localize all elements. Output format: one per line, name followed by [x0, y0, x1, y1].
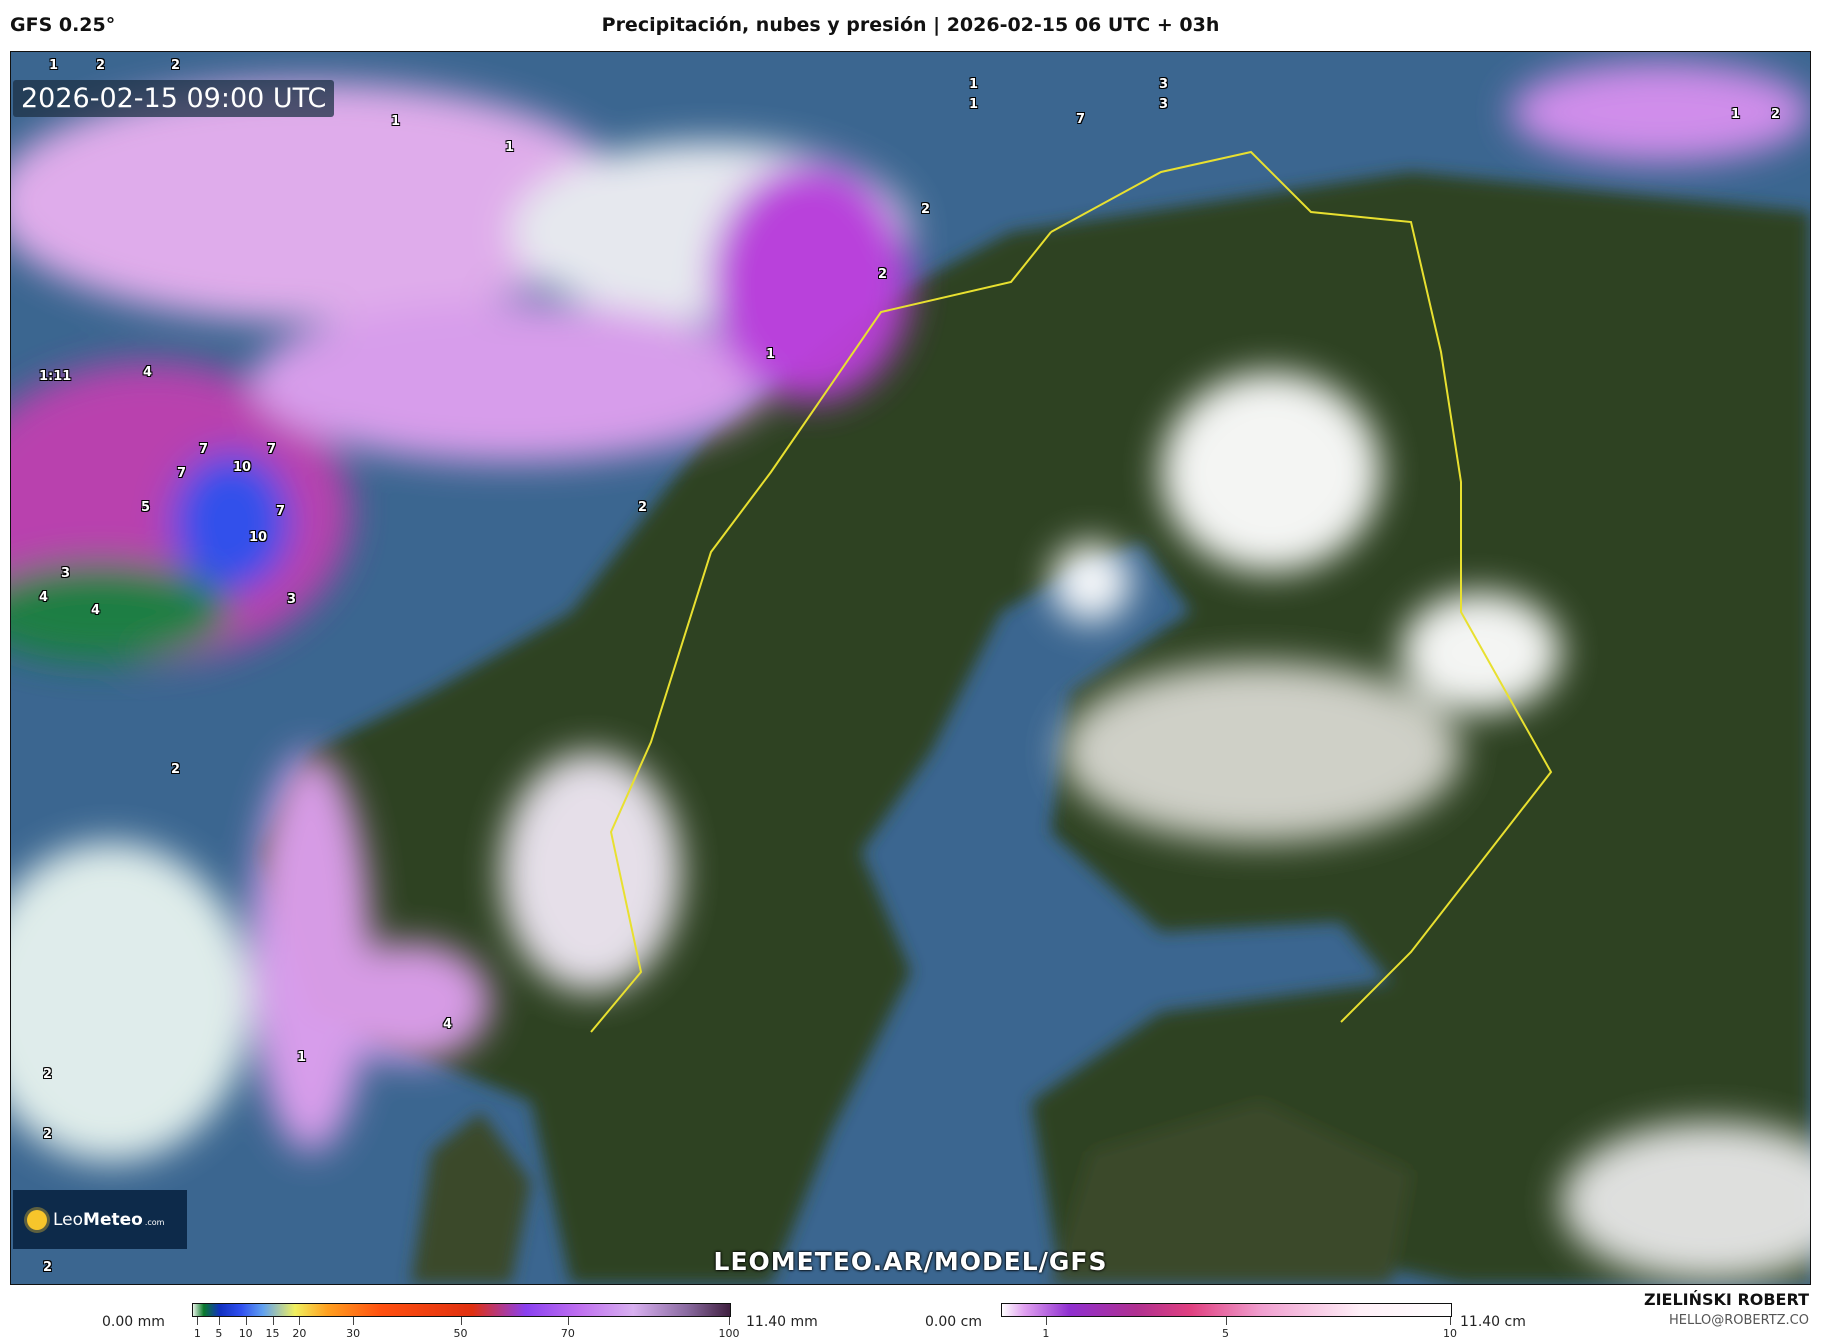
- tick-mark: [460, 1317, 462, 1325]
- chart-title: Precipitación, nubes y presión | 2026-02…: [601, 14, 1220, 36]
- rain-legend-max: 11.40 mm: [746, 1314, 818, 1330]
- precip-label: 2: [43, 1067, 53, 1082]
- precip-label: 10: [233, 460, 252, 475]
- tick-label: 1: [1042, 1327, 1050, 1340]
- precip-label: 7: [1076, 112, 1086, 127]
- precip-label: 1: [297, 1050, 307, 1065]
- tick-label: 10: [1443, 1327, 1457, 1340]
- tick-label: 5: [1222, 1327, 1229, 1340]
- tick-label: 30: [346, 1327, 361, 1340]
- precip-label: 1: [969, 97, 979, 112]
- tick-mark: [245, 1317, 247, 1325]
- clouds: [11, 62, 1810, 1282]
- precip-label: 7: [276, 504, 286, 519]
- watermark: LEOMETEO.AR/MODEL/GFS: [713, 1247, 1108, 1276]
- tick-mark: [567, 1317, 569, 1325]
- precip-label: 5: [141, 500, 151, 515]
- rain-legend-min: 0.00 mm: [102, 1314, 165, 1330]
- logo-text-bold: Meteo: [83, 1209, 143, 1230]
- precip-label: 4: [143, 365, 153, 380]
- precip-label: 4: [39, 590, 49, 605]
- author-credit: ZIELIŃSKI ROBERT HELLO@ROBERTZ.CO: [1644, 1290, 1809, 1328]
- author-email: HELLO@ROBERTZ.CO: [1668, 1313, 1809, 1328]
- tick-label: 15: [265, 1327, 280, 1340]
- land: [261, 172, 1810, 1284]
- precip-label: 3: [1159, 77, 1169, 92]
- precip-label: 1: [505, 140, 515, 155]
- tick-label: 100: [718, 1327, 740, 1340]
- snow-legend-min: 0.00 cm: [925, 1314, 982, 1330]
- precip-label: 1: [391, 114, 401, 129]
- snow-legend-max: 11.40 cm: [1460, 1314, 1526, 1330]
- precip-label: 1: [969, 77, 979, 92]
- logo-text: Leo: [53, 1209, 84, 1230]
- map-layer: [11, 52, 1810, 1284]
- tick-mark: [353, 1317, 355, 1325]
- precip-label: 1: [766, 347, 776, 362]
- precip-label: 2: [171, 762, 181, 777]
- tick-mark: [197, 1317, 199, 1325]
- country-border: [1050, 150, 1553, 1023]
- tick-label: 5: [215, 1327, 223, 1340]
- precip-label: 7: [199, 442, 209, 457]
- precip-label: 2: [638, 500, 648, 515]
- sun-icon: [27, 1209, 47, 1230]
- tick-mark: [299, 1317, 301, 1325]
- tick-label: 1: [193, 1327, 201, 1340]
- precip-label: 2: [921, 202, 931, 217]
- model-name: GFS 0.25°: [10, 14, 116, 36]
- precip-label: 3: [287, 592, 297, 607]
- snow-colorbar: [1001, 1303, 1452, 1317]
- rain-colorbar: [192, 1303, 731, 1317]
- tick-mark: [1450, 1317, 1451, 1325]
- precip-label: 2: [1771, 107, 1781, 122]
- tick-mark: [1045, 1317, 1047, 1325]
- logo-suffix: .com: [144, 1218, 165, 1227]
- leometeo-logo[interactable]: Leo Meteo .com: [13, 1190, 187, 1249]
- precip-label: 10: [249, 530, 268, 545]
- precip-label: 4: [91, 603, 101, 618]
- tick-label: 70: [560, 1327, 575, 1340]
- country-border: [590, 231, 1052, 1033]
- precip-label: 1: [1731, 107, 1741, 122]
- tick-label: 10: [238, 1327, 253, 1340]
- precip-label: 1: [49, 58, 59, 73]
- precip-label: 7: [177, 466, 187, 481]
- tick-mark: [218, 1317, 220, 1325]
- precip-label: 2: [43, 1127, 53, 1142]
- tick-label: 20: [292, 1327, 307, 1340]
- valid-time-badge: 2026-02-15 09:00 UTC: [13, 80, 335, 117]
- precip-label: 7: [267, 442, 277, 457]
- author-name: ZIELIŃSKI ROBERT: [1643, 1290, 1809, 1309]
- tick-label: 50: [453, 1327, 468, 1340]
- precip-label: 3: [61, 566, 71, 581]
- precip-label: 2: [43, 1260, 53, 1275]
- precip-label: 2: [96, 58, 106, 73]
- precip-label: 3: [1159, 97, 1169, 112]
- weather-map[interactable]: 1 2 2 1 1 1 1 3 3 7 2 2 2 1 1:11 4 7 7 7 10 5 7 10 3 3 4 4 2 2 1 4 1 2 2 2…: [10, 51, 1811, 1285]
- precip-label: 2: [171, 58, 181, 73]
- precip-label: 4: [443, 1017, 453, 1032]
- precip-label: 1:11: [39, 369, 72, 384]
- precip-label: 2: [878, 267, 888, 282]
- tick-mark: [729, 1317, 730, 1325]
- tick-mark: [1225, 1317, 1227, 1325]
- tick-mark: [272, 1317, 274, 1325]
